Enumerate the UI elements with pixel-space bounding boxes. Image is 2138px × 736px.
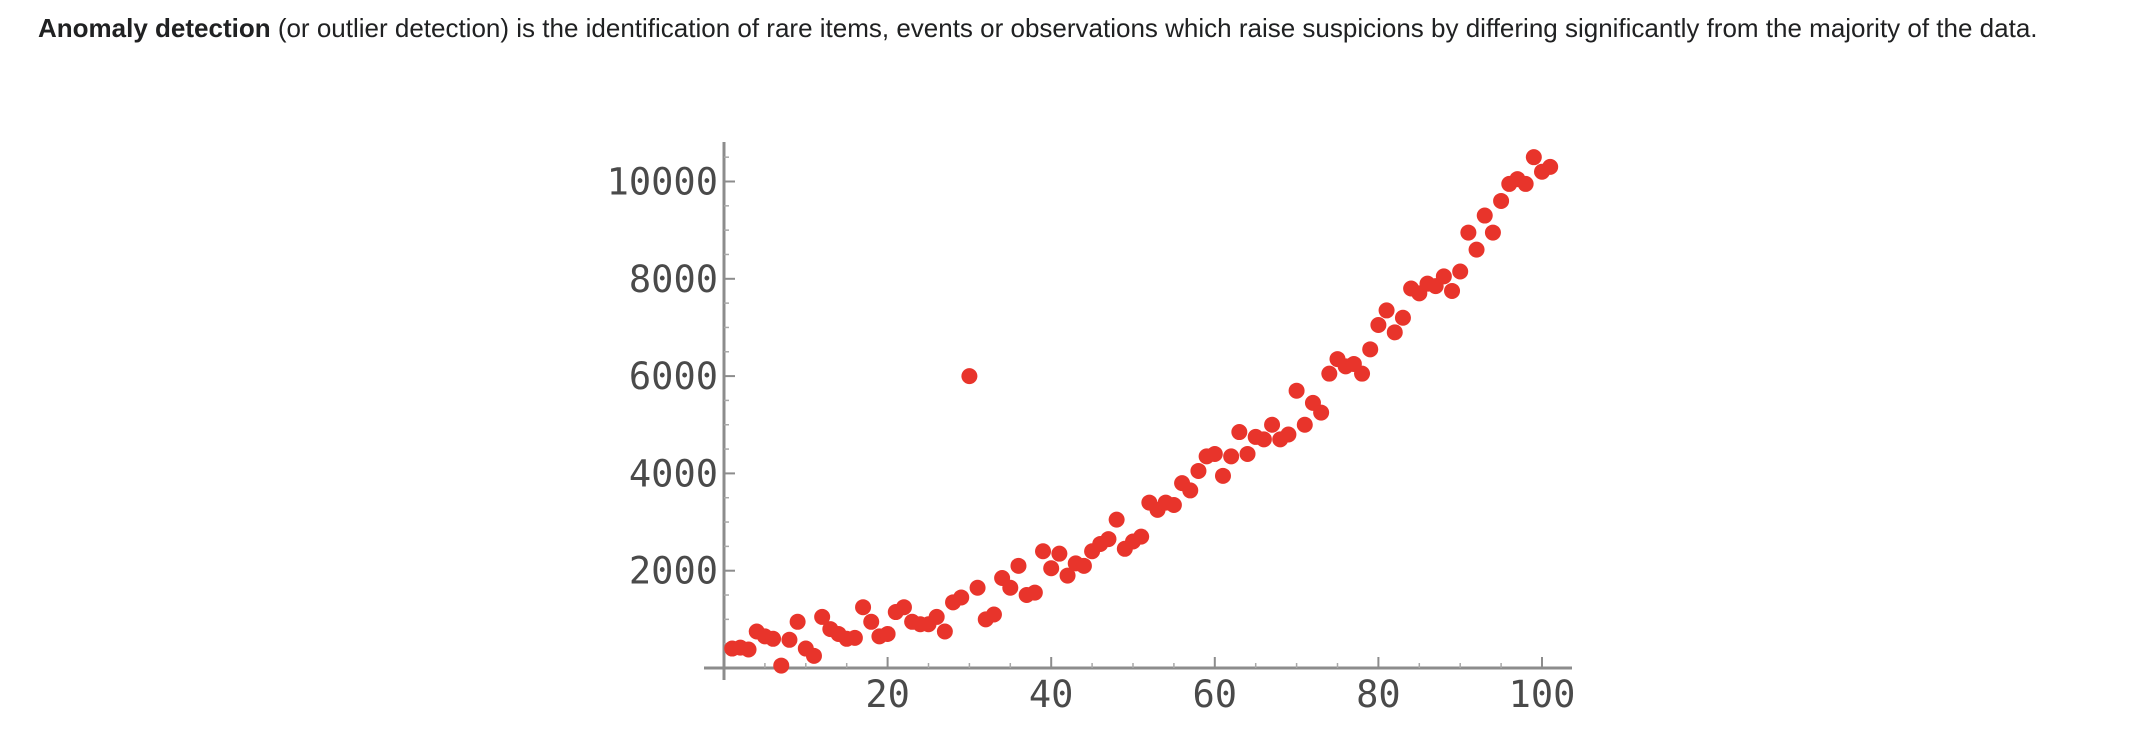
data-point xyxy=(863,613,880,630)
data-point xyxy=(1296,416,1313,433)
data-point xyxy=(1542,158,1559,175)
x-tick-label: 100 xyxy=(1509,673,1576,716)
x-tick-label: 40 xyxy=(1029,673,1074,716)
data-point xyxy=(1321,365,1338,382)
data-point xyxy=(1517,175,1534,192)
data-point xyxy=(740,641,757,658)
data-point xyxy=(846,629,863,646)
x-tick-label: 60 xyxy=(1193,673,1238,716)
data-point xyxy=(969,579,986,596)
y-tick-label: 2000 xyxy=(629,550,718,593)
data-point xyxy=(1190,462,1207,479)
data-point xyxy=(1231,424,1248,441)
data-point xyxy=(936,623,953,640)
intro-paragraph: Anomaly detection (or outlier detection)… xyxy=(38,6,2128,50)
data-point xyxy=(1100,531,1117,548)
data-point xyxy=(1214,467,1231,484)
data-point xyxy=(1075,557,1092,574)
x-tick-label: 20 xyxy=(865,673,910,716)
data-point xyxy=(1370,317,1387,334)
x-tick-label: 80 xyxy=(1356,673,1401,716)
data-point xyxy=(895,599,912,616)
chart-points xyxy=(724,149,1559,674)
data-point xyxy=(1165,497,1182,514)
data-point xyxy=(1452,263,1469,280)
data-point xyxy=(1010,557,1027,574)
data-point xyxy=(1313,404,1330,421)
data-point xyxy=(1059,567,1076,584)
intro-text: (or outlier detection) is the identifica… xyxy=(270,13,2038,43)
data-point xyxy=(1223,448,1240,465)
data-point xyxy=(805,647,822,664)
data-point xyxy=(1051,545,1068,562)
y-tick-label: 6000 xyxy=(629,355,718,398)
data-point xyxy=(1378,302,1395,319)
data-point xyxy=(1386,324,1403,341)
intro-term: Anomaly detection xyxy=(38,13,271,43)
data-point xyxy=(1362,341,1379,358)
data-point xyxy=(1002,579,1019,596)
data-point xyxy=(1206,445,1223,462)
data-point xyxy=(1394,309,1411,326)
data-point xyxy=(1493,192,1510,209)
data-point xyxy=(1354,365,1371,382)
data-point xyxy=(1280,426,1297,443)
data-point xyxy=(1108,511,1125,528)
data-point xyxy=(1476,207,1493,224)
data-point xyxy=(961,368,978,385)
data-point xyxy=(814,608,831,625)
data-point xyxy=(953,589,970,606)
data-point xyxy=(1026,584,1043,601)
data-point xyxy=(1133,528,1150,545)
data-point xyxy=(1460,224,1477,241)
data-point xyxy=(1239,445,1256,462)
data-point xyxy=(1182,482,1199,499)
data-point xyxy=(879,625,896,642)
data-point xyxy=(1468,241,1485,258)
y-tick-label: 8000 xyxy=(629,258,718,301)
data-point xyxy=(1435,268,1452,285)
data-point xyxy=(773,657,790,674)
data-point xyxy=(765,630,782,647)
data-point xyxy=(1255,431,1272,448)
data-point xyxy=(1264,416,1281,433)
data-point xyxy=(1043,560,1060,577)
data-point xyxy=(789,613,806,630)
data-point xyxy=(928,608,945,625)
data-point xyxy=(781,631,798,648)
data-point xyxy=(855,599,872,616)
data-point xyxy=(1525,149,1542,166)
data-point xyxy=(1484,224,1501,241)
data-point xyxy=(1035,543,1052,560)
y-tick-label: 10000 xyxy=(607,161,718,204)
y-tick-label: 4000 xyxy=(629,452,718,495)
data-point xyxy=(985,606,1002,623)
data-point xyxy=(1288,382,1305,399)
data-point xyxy=(1444,282,1461,299)
chart-axes: 2000 4000 6000 8000 10000 20 40 60 80 100 xyxy=(607,142,1576,716)
